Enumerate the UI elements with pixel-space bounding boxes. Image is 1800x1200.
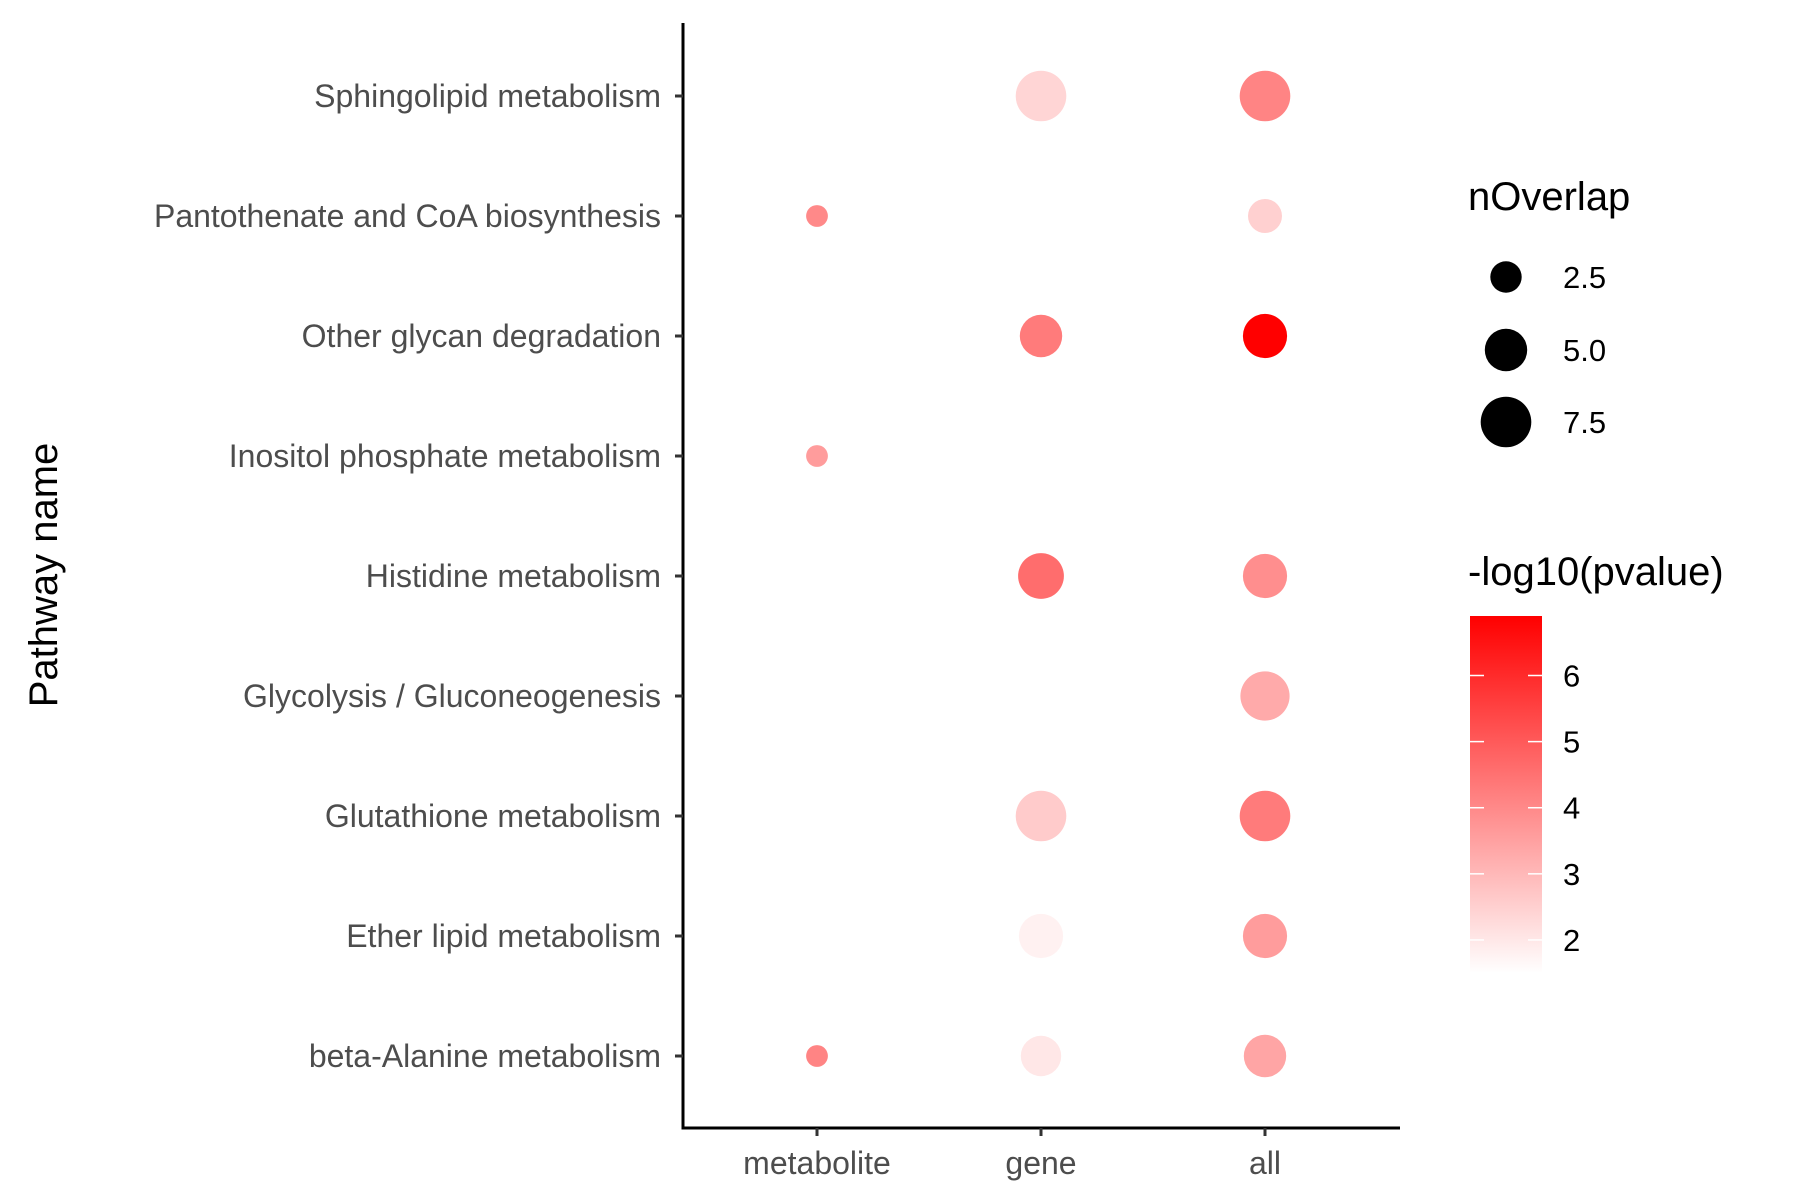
plot-area: [806, 70, 1291, 1078]
data-point-glycolysis-gluconeogenesis-all: [1240, 671, 1290, 721]
y-tick-label: Other glycan degradation: [302, 318, 661, 354]
data-point-sphingolipid-metabolism-gene: [1015, 70, 1067, 122]
color-legend-label: 2: [1563, 923, 1580, 958]
size-legend-label: 2.5: [1563, 260, 1606, 295]
y-tick-label: Pantothenate and CoA biosynthesis: [154, 198, 661, 234]
y-tick-label: Histidine metabolism: [366, 558, 661, 594]
y-tick-label: Glutathione metabolism: [325, 798, 661, 834]
x-tick-label: all: [1249, 1145, 1281, 1181]
y-tick-label: Ether lipid metabolism: [346, 918, 661, 954]
size-legend-label: 5.0: [1563, 333, 1606, 368]
data-point-beta-alanine-metabolism-gene: [1020, 1035, 1062, 1077]
legends: nOverlap 2.5 5.0 7.5 -log10(pvalue) 2 3 4 5 6: [1468, 175, 1724, 973]
data-point-sphingolipid-metabolism-all: [1239, 70, 1291, 122]
size-legend-key: [1484, 328, 1528, 372]
data-point-glutathione-metabolism-gene: [1015, 790, 1067, 842]
y-tick-label: beta-Alanine metabolism: [309, 1038, 661, 1074]
data-point-other-glycan-degradation-gene: [1019, 314, 1063, 358]
color-legend-label: 3: [1563, 857, 1580, 892]
data-point-glutathione-metabolism-all: [1239, 790, 1291, 842]
size-legend-label: 7.5: [1563, 405, 1606, 440]
color-legend-title: -log10(pvalue): [1468, 550, 1724, 594]
size-legend-title: nOverlap: [1468, 175, 1630, 219]
x-tick-label: metabolite: [743, 1145, 891, 1181]
y-tick-label: Inositol phosphate metabolism: [229, 438, 661, 474]
x-tick-label: gene: [1005, 1145, 1076, 1181]
data-point-pantothenate-and-coa-biosynthesis-all: [1248, 199, 1282, 233]
data-point-histidine-metabolism-gene: [1018, 553, 1064, 599]
data-point-beta-alanine-metabolism-metabolite: [806, 1045, 828, 1067]
color-legend-label: 4: [1563, 791, 1580, 826]
color-legend-label: 6: [1563, 659, 1580, 694]
data-point-ether-lipid-metabolism-gene: [1018, 913, 1064, 959]
color-legend-label: 5: [1563, 725, 1580, 760]
axes: Sphingolipid metabolism Pantothenate and …: [22, 23, 1400, 1181]
color-legend-bar: [1470, 616, 1542, 973]
data-point-other-glycan-degradation-all: [1242, 313, 1288, 359]
size-legend-key: [1490, 261, 1522, 293]
data-point-histidine-metabolism-all: [1242, 553, 1288, 599]
data-point-inositol-phosphate-metabolism-metabolite: [806, 445, 828, 467]
y-axis-title: Pathway name: [22, 443, 66, 708]
data-point-ether-lipid-metabolism-all: [1242, 913, 1288, 959]
data-point-beta-alanine-metabolism-all: [1243, 1034, 1287, 1078]
y-tick-label: Glycolysis / Gluconeogenesis: [243, 678, 661, 714]
size-legend-key: [1480, 396, 1532, 448]
y-tick-label: Sphingolipid metabolism: [314, 78, 661, 114]
data-point-pantothenate-and-coa-biosynthesis-metabolite: [806, 205, 828, 227]
